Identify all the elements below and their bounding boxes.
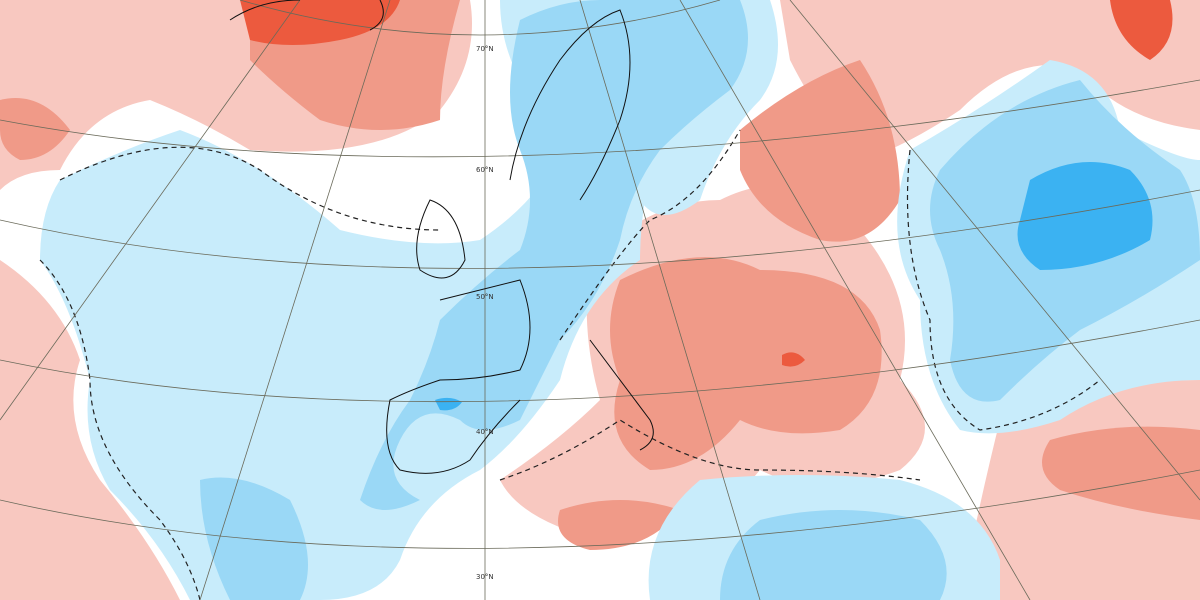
latitude-label: 70°N bbox=[476, 45, 494, 53]
coastlines bbox=[229, 0, 654, 474]
red-regions bbox=[240, 0, 1173, 367]
blue-regions bbox=[435, 162, 1153, 411]
latitude-labels: 70°N 60°N 50°N 40°N 30°N bbox=[476, 45, 494, 581]
latitude-label: 40°N bbox=[476, 428, 494, 436]
salmon-regions bbox=[0, 0, 1200, 550]
latitude-label: 50°N bbox=[476, 293, 494, 301]
dashed-contours bbox=[39, 129, 1101, 600]
latitude-label: 30°N bbox=[476, 573, 494, 581]
latitude-label: 60°N bbox=[476, 166, 494, 174]
